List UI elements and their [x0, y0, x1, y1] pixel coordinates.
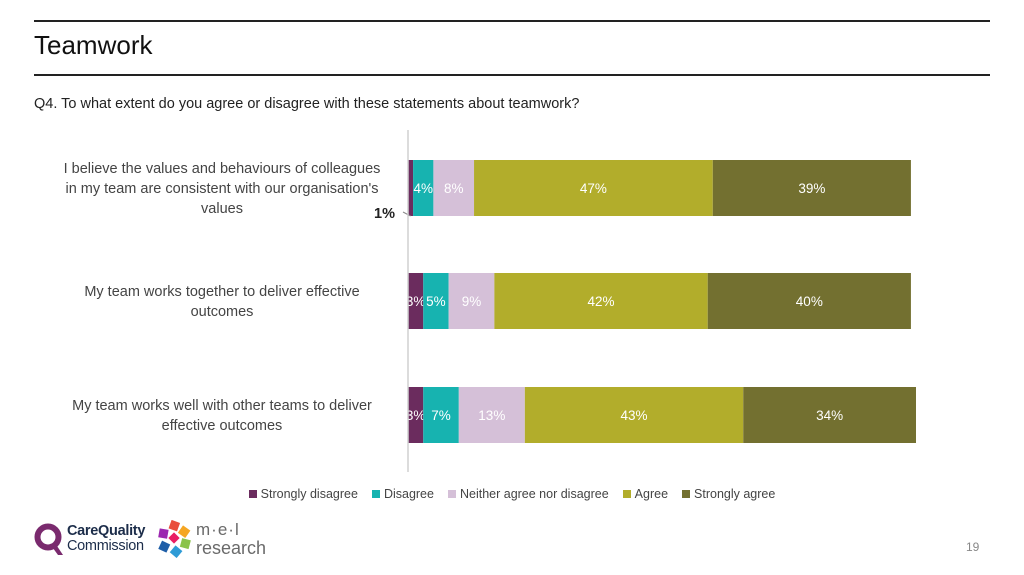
bar-segment [524, 387, 744, 443]
cqc-logo-line1: CareQuality [67, 523, 146, 539]
bar-segment [423, 273, 449, 329]
bar-segment [458, 387, 525, 443]
data-label: 40% [796, 294, 823, 309]
cqc-logo-line2: Commission [67, 538, 144, 554]
annotation-label: 1% [374, 206, 395, 222]
bar-segment [423, 387, 459, 443]
bar-segment [712, 160, 911, 216]
category-label: outcomes [191, 304, 254, 320]
legend-item: Neither agree nor disagree [447, 487, 609, 501]
data-label: 42% [588, 294, 615, 309]
bar-segment [413, 160, 434, 216]
category-label: I believe the values and behaviours of c… [64, 161, 381, 177]
legend-swatch [447, 490, 456, 498]
data-label: 34% [816, 408, 843, 423]
legend-item: Strongly disagree [248, 487, 358, 501]
data-label: 39% [798, 181, 825, 196]
bar-segment [408, 387, 424, 443]
legend-item: Agree [622, 487, 669, 501]
legend-label: Disagree [383, 487, 434, 501]
bar-segment [448, 273, 495, 329]
cqc-logo: CareQuality Commission [34, 522, 145, 556]
bar-segment [494, 273, 708, 329]
data-label: 3% [406, 408, 426, 423]
legend-label: Neither agree nor disagree [459, 487, 609, 501]
legend-swatch [682, 490, 691, 498]
annotation-leader-line [402, 211, 411, 217]
data-label: 7% [431, 408, 451, 423]
legend-item: Strongly agree [682, 487, 775, 501]
bar-segment [743, 387, 916, 443]
data-label: 4% [413, 181, 433, 196]
header-bottom-rule [34, 74, 990, 76]
data-label: 43% [621, 408, 648, 423]
stacked-bar-chart: I believe the values and behaviours of c… [64, 130, 916, 472]
legend-swatch [371, 490, 380, 498]
data-label: 47% [580, 181, 607, 196]
mel-research-logo: m·e·l research [156, 520, 266, 558]
category-label: values [201, 201, 243, 217]
data-label: 13% [478, 408, 505, 423]
legend-item: Disagree [371, 487, 434, 501]
bar-segment [707, 273, 911, 329]
data-label: 5% [426, 294, 446, 309]
legend-label: Agree [634, 487, 669, 501]
page-title: Teamwork [34, 30, 153, 60]
data-label: 9% [462, 294, 482, 309]
header-top-rule [34, 20, 990, 22]
chart-legend: Strongly disagree Disagree Neither agree n… [0, 487, 1024, 501]
bar-segment [408, 273, 424, 329]
category-label: My team works well with other teams to d… [72, 398, 372, 414]
category-label: effective outcomes [162, 418, 283, 434]
mel-flower-icon [158, 520, 191, 558]
legend-label: Strongly disagree [260, 487, 358, 501]
cqc-q-icon [34, 523, 63, 555]
bar-segment [474, 160, 713, 216]
legend-swatch [248, 490, 257, 498]
bar-segment [408, 160, 414, 216]
mel-logo-line1: m·e·l [196, 520, 240, 539]
question-text: Q4. To what extent do you agree or disag… [34, 96, 580, 112]
legend-swatch [622, 490, 631, 498]
category-label: My team works together to deliver effect… [84, 284, 359, 300]
legend-label: Strongly agree [694, 487, 776, 501]
data-label: 8% [444, 181, 464, 196]
category-label: in my team are consistent with our organ… [65, 181, 378, 197]
mel-logo-line2: research [196, 538, 267, 558]
data-label: 3% [406, 294, 426, 309]
page-number: 19 [966, 540, 980, 554]
bar-segment [433, 160, 475, 216]
